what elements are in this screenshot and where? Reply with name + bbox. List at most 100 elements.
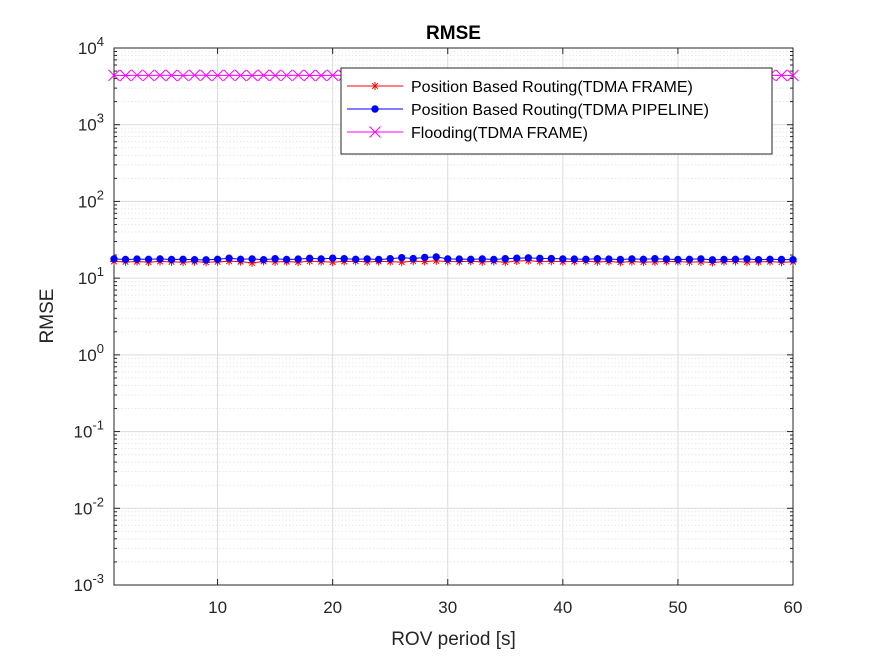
series-3-point	[108, 69, 120, 82]
series-1-point	[432, 256, 441, 265]
series-2-point	[501, 255, 509, 263]
series-2-point	[616, 255, 625, 264]
series-2-point	[317, 255, 325, 263]
series-2-point	[190, 255, 199, 264]
series-2-point	[536, 254, 544, 263]
series-2-point	[570, 255, 579, 263]
series-2-point	[743, 255, 751, 263]
series-2-point	[248, 255, 256, 263]
series-2-point	[559, 255, 567, 263]
series-2-point	[156, 255, 164, 263]
series-2-point	[236, 255, 245, 264]
series-3-point	[211, 69, 224, 82]
series-2-point	[259, 255, 268, 264]
series-2-point	[766, 255, 774, 264]
legend-swatch-marker	[371, 105, 379, 113]
series-3-point	[315, 69, 328, 82]
series-2-point	[777, 255, 786, 264]
y-tick-label: 100	[78, 341, 104, 365]
series-2-point	[467, 255, 475, 264]
series-3-point	[223, 69, 235, 82]
legend-label: Flooding(TDMA FRAME)	[411, 125, 588, 142]
x-tick-label: 60	[784, 598, 803, 617]
series-2	[110, 253, 797, 264]
series-2-point	[478, 255, 486, 263]
series-2-point	[398, 253, 406, 262]
series-2-point	[513, 254, 521, 262]
y-tick-label: 10-2	[74, 494, 104, 518]
series-2-point	[179, 255, 187, 264]
series-2-point	[225, 254, 233, 262]
series-3-point	[292, 69, 304, 82]
series-1-point	[328, 258, 337, 267]
series-3-point	[326, 69, 339, 82]
series-2-point	[639, 255, 648, 264]
series-2-point	[213, 255, 222, 264]
series-2-point	[697, 255, 705, 263]
series-2-point	[720, 255, 728, 264]
series-2-point	[651, 255, 659, 263]
series-2-point	[605, 255, 613, 263]
series-2-point	[202, 256, 210, 264]
series-3-point	[154, 69, 166, 82]
series-3-point	[775, 69, 788, 82]
series-2-point	[363, 255, 371, 263]
series-2-point	[144, 255, 153, 264]
x-tick-label: 20	[323, 598, 342, 617]
x-tick-labels: 10 20 30 40 50 60	[208, 598, 802, 617]
series-2-point	[374, 255, 383, 264]
series-2-point	[271, 255, 279, 263]
series-1-point	[397, 258, 406, 267]
legend-box	[340, 67, 773, 155]
legend-label: Position Based Routing(TDMA FRAME)	[411, 79, 693, 96]
series-2-point	[340, 255, 348, 263]
legend-swatch-marker	[369, 126, 381, 138]
series-2-point	[121, 255, 130, 264]
series-2-point	[386, 255, 394, 263]
y-tick-label: 102	[78, 187, 104, 211]
y-tick-label: 103	[78, 111, 104, 135]
series-2-point	[731, 255, 740, 264]
series-3-point	[787, 69, 799, 82]
series-2-point	[490, 255, 498, 264]
series-3-point	[119, 69, 132, 82]
series-3-point	[280, 69, 293, 82]
series-3-point	[177, 69, 189, 82]
series-2-point	[628, 255, 636, 263]
series-2-point	[432, 253, 440, 261]
x-tick-label: 10	[208, 598, 227, 617]
series-2-point	[547, 254, 556, 263]
series-3-point	[269, 69, 281, 82]
series-2-point	[167, 255, 176, 264]
series-2-point	[789, 255, 797, 264]
series-3-point	[131, 69, 143, 82]
tick-marks	[114, 47, 794, 586]
y-tick-label: 101	[78, 264, 104, 288]
series-2-point	[328, 254, 337, 262]
series-3-point	[246, 69, 258, 82]
y-axis-label: RMSE	[37, 289, 58, 344]
series-2-point	[305, 254, 314, 263]
series-2-point	[294, 255, 302, 263]
legend: Position Based Routing(TDMA FRAME) Positi…	[340, 67, 773, 155]
y-tick-label: 10-3	[74, 571, 104, 595]
x-axis-label: ROV period [s]	[391, 629, 516, 650]
series-3-point	[234, 69, 247, 82]
y-tick-labels: 10-3 10-2 10-1 100 101 102 103 104	[74, 34, 104, 595]
series-2-point	[708, 256, 717, 264]
series-3-point	[303, 69, 316, 82]
series-2-point	[455, 255, 463, 263]
legend-label: Position Based Routing(TDMA PIPELINE)	[411, 102, 709, 119]
series-3-point	[165, 69, 178, 82]
series-3-point	[188, 69, 201, 81]
series-3-point	[142, 69, 155, 82]
series-2-point	[351, 255, 360, 264]
series-2-point	[444, 255, 452, 263]
series-2-point	[409, 254, 417, 263]
y-tick-label: 104	[78, 34, 104, 58]
series-2-point	[133, 255, 141, 263]
series-2-point	[685, 255, 694, 264]
series-2-point	[282, 255, 291, 264]
x-tick-label: 30	[438, 598, 457, 617]
